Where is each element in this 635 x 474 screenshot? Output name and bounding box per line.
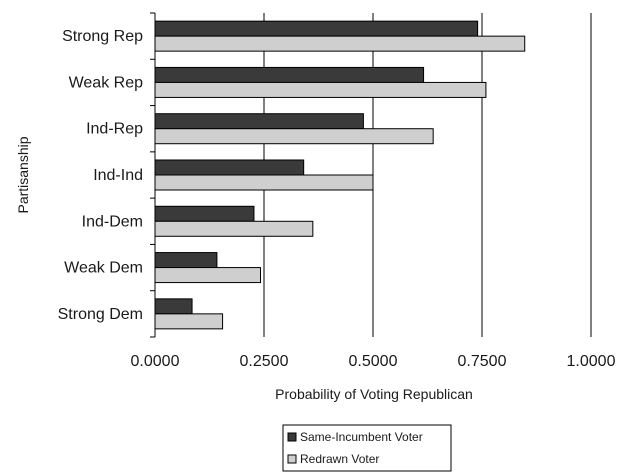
bar-redrawn-weak-dem (154, 267, 262, 284)
y-axis-title: Partisanship (15, 136, 31, 213)
bar-redrawn-ind-dem (154, 220, 314, 237)
bar-redrawn-strong-dem (154, 313, 224, 330)
x-tick-label: 0.7500 (458, 353, 507, 370)
category-label: Strong Dem (58, 306, 143, 323)
bar-same-incumbent-weak-rep (154, 66, 425, 83)
category-label: Ind-Ind (93, 167, 143, 184)
category-label: Ind-Rep (86, 121, 143, 138)
legend: Same-Incumbent Voter Redrawn Voter (282, 424, 452, 472)
bar-same-incumbent-ind-ind (154, 159, 305, 176)
bar-same-incumbent-ind-rep (154, 113, 364, 130)
x-tick-labels: 0.0000 0.2500 0.5000 0.7500 1.0000 (131, 353, 616, 370)
x-tick-label: 1.0000 (567, 353, 616, 370)
category-label: Ind-Dem (82, 213, 143, 230)
y-axis-ticks (150, 12, 155, 338)
legend-label: Redrawn Voter (300, 452, 379, 466)
bar-same-incumbent-weak-dem (154, 252, 218, 269)
legend-swatch (287, 454, 297, 464)
bar-same-incumbent-ind-dem (154, 205, 255, 222)
x-tick-label: 0.2500 (240, 353, 289, 370)
bar-redrawn-weak-rep (154, 81, 487, 98)
bar-same-incumbent-strong-rep (154, 20, 479, 37)
legend-label: Same-Incumbent Voter (300, 430, 423, 444)
x-tick-label: 0.0000 (131, 353, 180, 370)
legend-swatch (287, 432, 297, 442)
category-labels: Strong Rep Weak Rep Ind-Rep Ind-Ind Ind-Dem W… (58, 28, 143, 323)
x-axis-title: Probability of Voting Republican (275, 386, 473, 402)
x-tick-label: 0.5000 (349, 353, 398, 370)
bar-same-incumbent-strong-dem (154, 298, 193, 315)
bars (154, 20, 526, 330)
bar-redrawn-ind-ind (154, 174, 374, 191)
legend-box (282, 424, 452, 472)
category-label: Weak Dem (64, 260, 143, 277)
category-label: Weak Rep (69, 74, 144, 91)
bar-redrawn-ind-rep (154, 128, 434, 145)
category-label: Strong Rep (62, 28, 143, 45)
bar-redrawn-strong-rep (154, 35, 526, 52)
